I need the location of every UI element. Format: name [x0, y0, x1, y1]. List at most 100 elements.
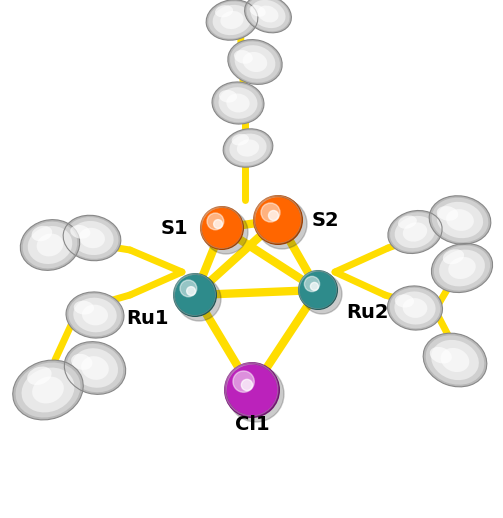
Ellipse shape — [219, 90, 237, 103]
Ellipse shape — [213, 5, 252, 35]
Ellipse shape — [20, 220, 79, 270]
Ellipse shape — [82, 305, 108, 325]
Circle shape — [233, 371, 254, 392]
Ellipse shape — [230, 41, 280, 82]
Ellipse shape — [253, 195, 303, 245]
Circle shape — [180, 280, 197, 297]
Ellipse shape — [434, 246, 490, 291]
Circle shape — [257, 199, 307, 249]
Ellipse shape — [73, 298, 117, 332]
Circle shape — [256, 198, 300, 242]
Circle shape — [300, 272, 336, 308]
Ellipse shape — [79, 228, 105, 248]
Ellipse shape — [214, 83, 262, 122]
Circle shape — [203, 209, 241, 248]
Ellipse shape — [212, 82, 264, 124]
Circle shape — [177, 277, 221, 321]
Circle shape — [214, 220, 222, 228]
Ellipse shape — [390, 212, 440, 252]
Ellipse shape — [215, 5, 233, 18]
Circle shape — [207, 213, 226, 233]
Ellipse shape — [228, 39, 282, 84]
Ellipse shape — [63, 215, 121, 261]
Circle shape — [175, 275, 211, 311]
Ellipse shape — [23, 222, 77, 268]
Circle shape — [241, 379, 253, 391]
Ellipse shape — [208, 2, 256, 38]
Ellipse shape — [68, 294, 122, 336]
Ellipse shape — [403, 222, 427, 242]
Ellipse shape — [395, 216, 435, 248]
Text: Ru2: Ru2 — [347, 303, 389, 322]
Ellipse shape — [439, 250, 485, 286]
Circle shape — [304, 276, 322, 294]
Circle shape — [225, 363, 278, 416]
Ellipse shape — [395, 294, 414, 308]
Circle shape — [187, 286, 196, 295]
Circle shape — [201, 207, 242, 249]
Circle shape — [232, 370, 258, 396]
Circle shape — [207, 213, 224, 230]
Ellipse shape — [402, 298, 428, 318]
Ellipse shape — [249, 5, 266, 17]
Ellipse shape — [437, 202, 483, 238]
Ellipse shape — [225, 131, 271, 166]
Ellipse shape — [74, 301, 94, 314]
Ellipse shape — [224, 362, 280, 418]
Ellipse shape — [32, 226, 52, 241]
Ellipse shape — [223, 129, 273, 167]
Circle shape — [299, 270, 337, 309]
Circle shape — [176, 276, 214, 314]
Ellipse shape — [27, 367, 52, 385]
Circle shape — [174, 274, 215, 315]
Ellipse shape — [200, 206, 244, 250]
Circle shape — [204, 210, 248, 254]
Circle shape — [261, 203, 280, 222]
Ellipse shape — [13, 360, 83, 420]
Circle shape — [228, 366, 284, 422]
Circle shape — [300, 272, 333, 305]
Ellipse shape — [430, 347, 452, 364]
Ellipse shape — [37, 234, 63, 256]
Ellipse shape — [437, 206, 458, 221]
Ellipse shape — [390, 287, 440, 328]
Ellipse shape — [431, 340, 479, 380]
Circle shape — [310, 282, 318, 291]
Ellipse shape — [66, 292, 124, 338]
Circle shape — [304, 277, 319, 292]
Ellipse shape — [258, 6, 279, 22]
Circle shape — [302, 274, 342, 314]
Ellipse shape — [81, 356, 109, 380]
Ellipse shape — [298, 270, 338, 310]
Ellipse shape — [250, 0, 286, 28]
Ellipse shape — [387, 286, 443, 330]
Text: S1: S1 — [160, 219, 188, 237]
Ellipse shape — [243, 52, 267, 72]
Ellipse shape — [237, 139, 259, 156]
Circle shape — [177, 277, 206, 306]
Ellipse shape — [394, 292, 436, 325]
Ellipse shape — [218, 87, 258, 119]
Ellipse shape — [65, 217, 119, 259]
Ellipse shape — [229, 134, 267, 163]
Ellipse shape — [432, 243, 492, 293]
Circle shape — [254, 196, 301, 243]
Circle shape — [204, 210, 233, 239]
Ellipse shape — [448, 257, 476, 279]
Ellipse shape — [206, 0, 258, 40]
Ellipse shape — [173, 273, 217, 317]
Ellipse shape — [388, 210, 442, 253]
Ellipse shape — [234, 50, 253, 64]
Ellipse shape — [441, 348, 469, 372]
Ellipse shape — [70, 221, 114, 255]
Ellipse shape — [432, 198, 488, 242]
Ellipse shape — [22, 368, 74, 412]
Ellipse shape — [32, 377, 64, 404]
Ellipse shape — [423, 333, 487, 387]
Ellipse shape — [16, 363, 80, 418]
Ellipse shape — [28, 226, 72, 264]
Ellipse shape — [426, 335, 484, 385]
Ellipse shape — [246, 0, 290, 31]
Circle shape — [258, 200, 290, 232]
Ellipse shape — [443, 249, 464, 264]
